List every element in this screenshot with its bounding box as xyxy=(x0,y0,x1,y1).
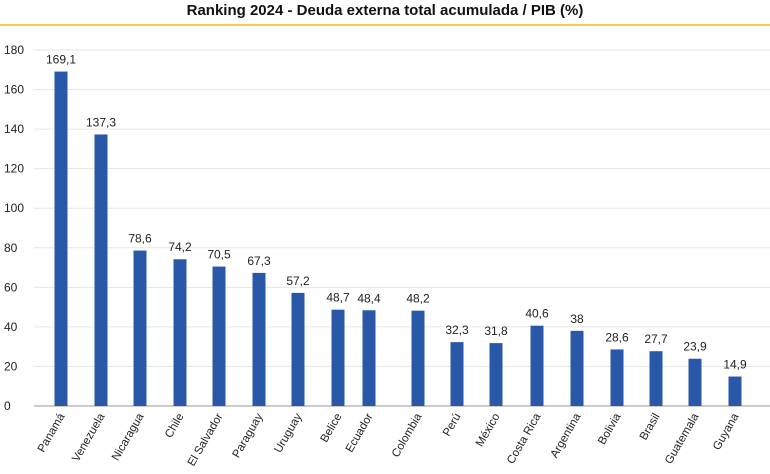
data-label: 48,4 xyxy=(357,291,381,305)
bar-guyana xyxy=(728,376,742,406)
data-label: 74,2 xyxy=(168,240,192,254)
data-label: 31,8 xyxy=(484,324,508,338)
bar-paraguay xyxy=(252,272,266,406)
data-label: 169,1 xyxy=(46,53,76,67)
data-label: 23,9 xyxy=(683,340,707,354)
x-tick-label: Brasil xyxy=(638,412,663,443)
data-label: 78,6 xyxy=(128,232,152,246)
x-tick-label: Ecuador xyxy=(344,411,376,454)
bar-venezuela xyxy=(94,134,108,406)
chart-title: Ranking 2024 - Deuda externa total acumu… xyxy=(186,2,584,19)
data-label: 32,3 xyxy=(445,323,469,337)
y-tick-label: 120 xyxy=(4,162,24,176)
x-tick-label: Belice xyxy=(319,412,345,445)
bar-perú xyxy=(450,342,464,406)
y-tick-label: 140 xyxy=(4,122,24,136)
bar-el-salvador xyxy=(212,266,226,406)
bar-belice xyxy=(331,309,345,406)
x-tick-label: Chile xyxy=(163,412,187,441)
bar-chile xyxy=(173,259,187,406)
x-tick-label: Venezuela xyxy=(70,411,108,464)
y-tick-label: 0 xyxy=(4,399,11,413)
bar-uruguay xyxy=(291,292,305,406)
y-tick-label: 80 xyxy=(4,241,18,255)
x-tick-label: El Salvador xyxy=(186,411,226,468)
bar-bolivia xyxy=(610,349,624,406)
data-label: 28,6 xyxy=(605,330,629,344)
data-label: 40,6 xyxy=(525,307,549,321)
bar-panamá xyxy=(54,71,68,407)
x-tick-label: Perú xyxy=(441,412,464,439)
y-tick-label: 40 xyxy=(4,320,18,334)
data-label: 27,7 xyxy=(644,332,668,346)
data-label: 14,9 xyxy=(723,358,747,372)
x-tick-label: Guyana xyxy=(711,411,742,452)
data-label: 137,3 xyxy=(86,115,116,129)
data-label: 70,5 xyxy=(207,248,231,262)
bar-méxico xyxy=(489,343,503,406)
y-tick-label: 100 xyxy=(4,201,24,215)
bar-colombia xyxy=(411,310,425,406)
data-label: 38 xyxy=(570,312,584,326)
x-tick-label: Argentina xyxy=(549,411,584,460)
x-tick-label: Bolivia xyxy=(596,411,624,447)
x-tick-label: Uruguay xyxy=(272,411,304,455)
bar-nicaragua xyxy=(133,250,147,406)
x-tick-label: Colombia xyxy=(390,411,425,460)
x-tick-label: Guatemala xyxy=(663,411,702,466)
y-tick-label: 160 xyxy=(4,83,24,97)
data-label: 67,3 xyxy=(247,254,271,268)
data-label: 48,7 xyxy=(326,291,350,305)
x-tick-label: Costa Rica xyxy=(505,411,544,466)
bar-brasil xyxy=(649,351,663,406)
y-tick-label: 20 xyxy=(4,359,18,373)
y-tick-label: 180 xyxy=(4,43,24,57)
bar-costa-rica xyxy=(530,325,544,406)
y-tick-label: 60 xyxy=(4,280,18,294)
bar-ecuador xyxy=(362,310,376,406)
bar-argentina xyxy=(570,330,584,406)
bar-guatemala xyxy=(688,358,702,406)
x-tick-label: Paraguay xyxy=(231,411,266,460)
x-tick-label: Nicaragua xyxy=(110,411,147,463)
x-tick-label: Panamá xyxy=(36,411,68,455)
data-label: 57,2 xyxy=(286,274,310,288)
data-label: 48,2 xyxy=(406,292,430,306)
title-underline xyxy=(0,24,770,26)
x-tick-label: México xyxy=(474,412,503,450)
